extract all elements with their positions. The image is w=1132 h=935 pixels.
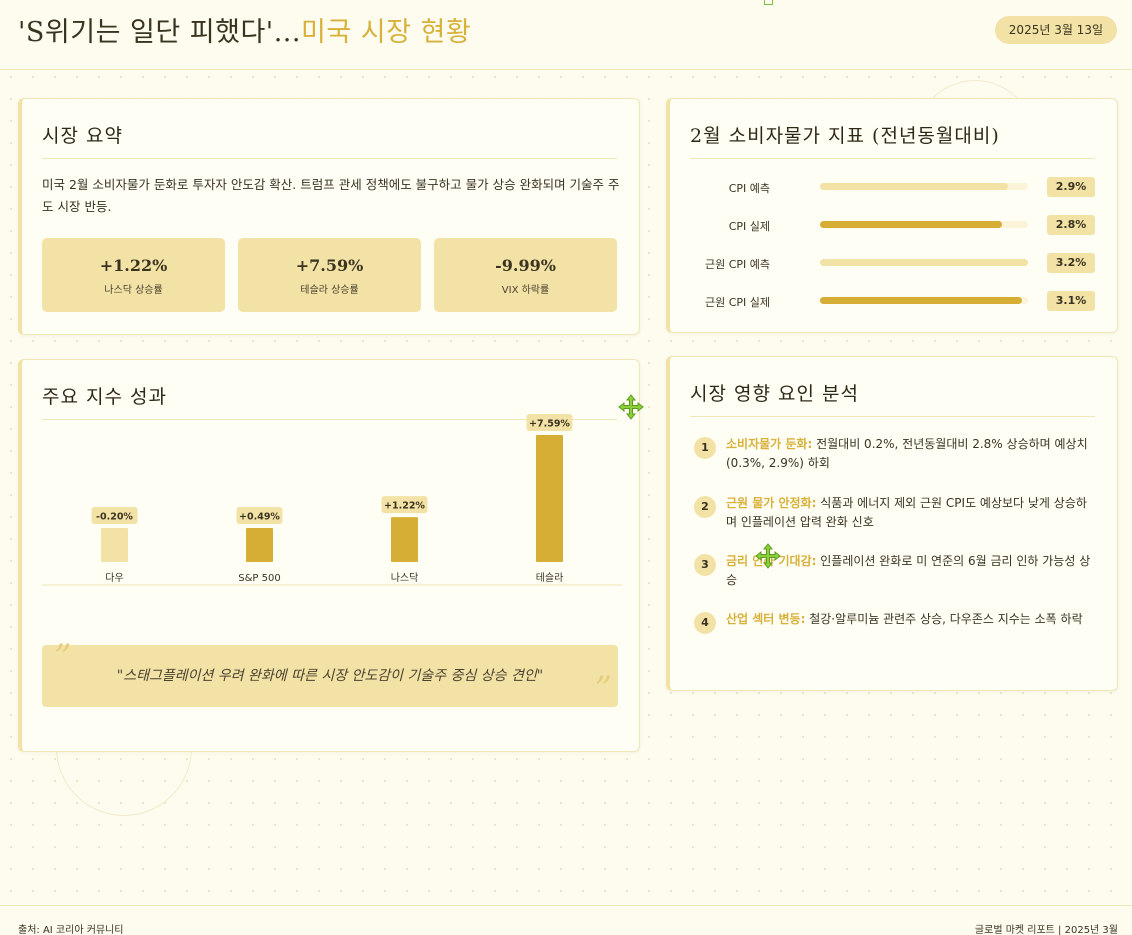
factor-number: 2 bbox=[694, 496, 716, 518]
chart-value-label-bg bbox=[526, 414, 573, 431]
cpi-indicator-title: 2월 소비자물가 지표 (전년동월대비) bbox=[690, 121, 1095, 159]
chart-bar bbox=[246, 528, 273, 562]
stat-tesla: +7.59% 테슬라 상승률 bbox=[238, 238, 421, 312]
factor-key: 근원 물가 안정화: bbox=[726, 496, 817, 510]
chart-value-label-bg bbox=[91, 507, 138, 524]
cpi-row: 근원 CPI 실제 3.1% bbox=[670, 291, 1122, 311]
market-summary-card: 시장 요약 미국 2월 소비자물가 둔화로 투자자 안도감 확산. 트럼프 관세… bbox=[18, 98, 640, 335]
chart-category-label: 다우 bbox=[105, 572, 123, 584]
page-footer: 출처: AI 코리아 커뮤니티 글로벌 마켓 리포트 | 2025년 3월 bbox=[0, 905, 1132, 935]
cpi-row: CPI 예측 2.9% bbox=[670, 177, 1122, 197]
factor-desc: 인플레이션 완화로 미 연준의 6월 금리 인하 가능성 상승 bbox=[726, 554, 1091, 587]
cpi-bar-fill bbox=[820, 259, 1028, 266]
cpi-value: 3.1% bbox=[1047, 291, 1095, 311]
factor-desc: 철강·알루미늄 관련주 상승, 다우존스 지수는 소폭 하락 bbox=[805, 612, 1083, 626]
cpi-value: 2.9% bbox=[1047, 177, 1095, 197]
quote-text: "스태그플레이션 우려 완화에 따른 시장 안도감이 기술주 중심 상승 견인" bbox=[116, 668, 544, 684]
cpi-bar-track bbox=[820, 297, 1028, 304]
cpi-row: CPI 실제 2.8% bbox=[670, 215, 1122, 235]
cpi-bar-track bbox=[820, 183, 1028, 190]
stat-value: +7.59% bbox=[295, 256, 364, 275]
stat-value: -9.99% bbox=[495, 256, 556, 275]
cpi-label: CPI 예측 bbox=[728, 182, 770, 195]
cpi-label: 근원 CPI 실제 bbox=[704, 296, 770, 309]
cpi-bar-track bbox=[820, 259, 1028, 266]
page-header: 'S위기는 일단 피했다'...미국 시장 현황 2025년 3월 13일 bbox=[0, 0, 1132, 70]
cpi-bar-fill bbox=[820, 297, 1022, 304]
chart-bar bbox=[101, 528, 128, 562]
footer-source: 출처: AI 코리아 커뮤니티 bbox=[18, 925, 124, 935]
date-badge: 2025년 3월 13일 bbox=[994, 16, 1117, 44]
marker-icon bbox=[764, 0, 773, 5]
cpi-bar-fill bbox=[820, 183, 1009, 190]
market-factors-card: 시장 영향 요인 분석 1 소비자물가 둔화: 전월대비 0.2%, 전년동월대… bbox=[666, 356, 1118, 691]
chart-value-label-bg bbox=[381, 496, 428, 514]
factor-key: 금리 인하 기대감: bbox=[726, 554, 817, 568]
factor-number: 4 bbox=[694, 612, 716, 634]
chart-category-label: 테슬라 bbox=[536, 572, 564, 584]
stat-label: VIX 하락률 bbox=[501, 285, 550, 296]
chart-category-label: S&P 500 bbox=[238, 573, 280, 584]
factor-key: 산업 섹터 변동: bbox=[726, 612, 806, 626]
cpi-label: CPI 실제 bbox=[728, 220, 770, 233]
factor-number: 1 bbox=[694, 437, 716, 459]
cpi-indicator-card: 2월 소비자물가 지표 (전년동월대비) CPI 예측 2.9% CPI 실제 … bbox=[666, 98, 1118, 333]
chart-value-label-bg bbox=[236, 507, 283, 524]
chart-category-label: 나스닥 bbox=[391, 572, 419, 584]
stat-label: 나스닥 상승률 bbox=[104, 285, 163, 296]
chart-value-label: +7.59% bbox=[529, 419, 570, 430]
chart-bar bbox=[391, 517, 418, 562]
factor-key: 소비자물가 둔화: bbox=[726, 437, 813, 451]
cpi-value: 3.2% bbox=[1047, 253, 1095, 273]
market-factors-title: 시장 영향 요인 분석 bbox=[690, 379, 1095, 417]
page-title-main: 'S위기는 일단 피했다'... bbox=[18, 17, 301, 48]
factor-text: 산업 섹터 변동: 철강·알루미늄 관련주 상승, 다우존스 지수는 소폭 하락 bbox=[726, 610, 1094, 629]
chart-value-label: +0.49% bbox=[239, 512, 280, 523]
footer-report: 글로벌 마켓 리포트 | 2025년 3월 bbox=[974, 925, 1118, 935]
factor-desc: 전월대비 0.2%, 전년동월대비 2.8% 상승하며 예상치(0.3%, 2.… bbox=[726, 437, 1088, 470]
page-title: 'S위기는 일단 피했다'...미국 시장 현황 bbox=[18, 10, 471, 49]
cpi-bar-track bbox=[820, 221, 1028, 228]
index-bar-chart: -0.20% 다우 +0.49% S&P 500 +1.22% 나스닥 +7.59% 테슬라 bbox=[42, 414, 622, 586]
stat-label: 테슬라 상승률 bbox=[300, 285, 359, 296]
cpi-row: 근원 CPI 예측 3.2% bbox=[670, 253, 1122, 273]
quote-open-icon: ” bbox=[54, 637, 72, 677]
chart-value-label: +1.22% bbox=[384, 501, 425, 512]
stat-vix: -9.99% VIX 하락률 bbox=[434, 238, 617, 312]
stat-nasdaq: +1.22% 나스닥 상승률 bbox=[42, 238, 225, 312]
factor-number: 3 bbox=[694, 554, 716, 576]
move-cursor-icon[interactable] bbox=[755, 543, 781, 569]
index-performance-title: 주요 지수 성과 bbox=[42, 382, 617, 420]
factor-desc: 식품과 에너지 제외 근원 CPI도 예상보다 낮게 상승하며 인플레이션 압력… bbox=[726, 496, 1087, 529]
cpi-value: 2.8% bbox=[1047, 215, 1095, 235]
factor-text: 근원 물가 안정화: 식품과 에너지 제외 근원 CPI도 예상보다 낮게 상승… bbox=[726, 494, 1094, 532]
move-cursor-icon[interactable] bbox=[618, 394, 644, 420]
page-title-accent: 미국 시장 현황 bbox=[300, 17, 472, 48]
index-performance-card: 주요 지수 성과 -0.20% 다우 +0.49% S&P 500 +1.22% 나스닥 +… bbox=[18, 359, 640, 752]
quote-box: ” "스태그플레이션 우려 완화에 따른 시장 안도감이 기술주 중심 상승 견… bbox=[42, 637, 618, 709]
factor-text: 금리 인하 기대감: 인플레이션 완화로 미 연준의 6월 금리 인하 가능성 … bbox=[726, 552, 1094, 590]
chart-bar bbox=[536, 435, 563, 562]
factor-text: 소비자물가 둔화: 전월대비 0.2%, 전년동월대비 2.8% 상승하며 예상… bbox=[726, 435, 1094, 473]
stat-value: +1.22% bbox=[99, 256, 168, 275]
cpi-label: 근원 CPI 예측 bbox=[704, 258, 770, 271]
chart-value-label: -0.20% bbox=[96, 512, 133, 523]
quote-close-icon: ” bbox=[594, 669, 612, 709]
market-summary-title: 시장 요약 bbox=[42, 121, 617, 159]
cpi-bar-fill bbox=[820, 221, 1002, 228]
market-summary-text: 미국 2월 소비자물가 둔화로 투자자 안도감 확산. 트럼프 관세 정책에도 … bbox=[42, 177, 620, 214]
